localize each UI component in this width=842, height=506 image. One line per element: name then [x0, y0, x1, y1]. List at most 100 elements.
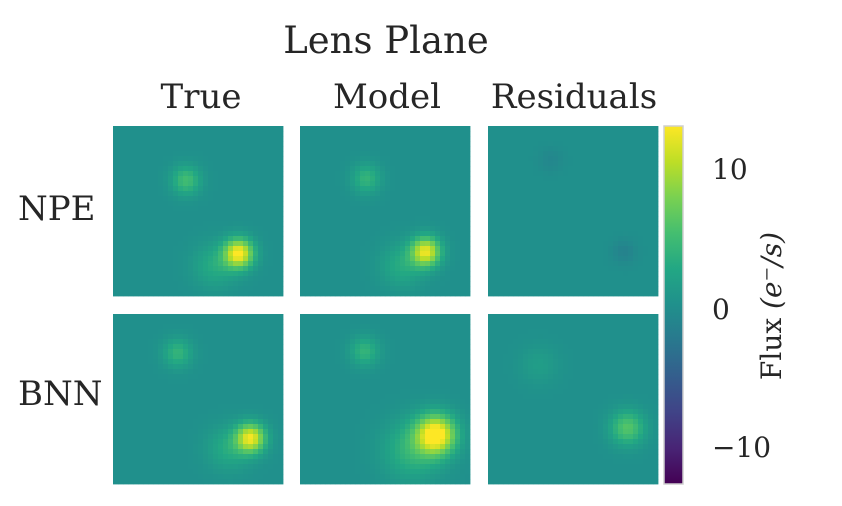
heatmap-cell — [435, 176, 441, 182]
heatmap-cell — [173, 409, 179, 415]
heatmap-cell — [278, 136, 284, 142]
heatmap-cell — [583, 161, 589, 167]
heatmap-cell — [123, 384, 129, 390]
heatmap-cell — [178, 226, 184, 232]
heatmap-cell — [425, 324, 431, 330]
heatmap-cell — [278, 241, 284, 247]
heatmap-cell — [203, 369, 209, 375]
heatmap-cell — [278, 186, 284, 192]
heatmap-cell — [238, 261, 244, 267]
heatmap-cell — [263, 286, 269, 292]
heatmap-cell — [528, 131, 534, 137]
heatmap-cell — [248, 201, 254, 207]
heatmap-cell — [173, 171, 179, 177]
heatmap-cell — [305, 251, 311, 257]
heatmap-cell — [198, 364, 204, 370]
heatmap-cell — [263, 261, 269, 267]
heatmap-cell — [310, 166, 316, 172]
heatmap-cell — [133, 339, 139, 345]
heatmap-cell — [183, 181, 189, 187]
heatmap-cell — [113, 424, 119, 430]
heatmap-cell — [168, 469, 174, 475]
heatmap-cell — [583, 226, 589, 232]
heatmap-cell — [243, 161, 249, 167]
heatmap-cell — [208, 261, 214, 267]
heatmap-cell — [385, 359, 391, 365]
heatmap-cell — [128, 339, 134, 345]
heatmap-cell — [118, 409, 124, 415]
heatmap-cell — [608, 136, 614, 142]
heatmap-cell — [340, 241, 346, 247]
heatmap-cell — [460, 286, 466, 292]
heatmap-cell — [223, 236, 229, 242]
heatmap-cell — [623, 171, 629, 177]
heatmap-cell — [273, 469, 279, 475]
heatmap-cell — [168, 236, 174, 242]
heatmap-cell — [573, 196, 579, 202]
heatmap-cell — [153, 404, 159, 410]
heatmap-cell — [350, 256, 356, 262]
heatmap-cell — [263, 459, 269, 465]
heatmap-cell — [243, 176, 249, 182]
panel-bnn-true — [113, 314, 284, 485]
heatmap-cell — [263, 211, 269, 217]
heatmap-cell — [420, 241, 426, 247]
heatmap-cell — [148, 291, 154, 297]
heatmap-cell — [173, 449, 179, 455]
heatmap-cell — [498, 226, 504, 232]
heatmap-cell — [305, 171, 311, 177]
heatmap-cell — [623, 201, 629, 207]
heatmap-cell — [268, 181, 274, 187]
heatmap-cell — [325, 176, 331, 182]
heatmap-cell — [653, 146, 659, 152]
heatmap-cell — [173, 146, 179, 152]
heatmap-cell — [183, 126, 189, 132]
heatmap-cell — [623, 226, 629, 232]
heatmap-cell — [253, 399, 259, 405]
heatmap-cell — [263, 236, 269, 242]
heatmap-cell — [203, 141, 209, 147]
heatmap-cell — [248, 276, 254, 282]
heatmap-cell — [248, 444, 254, 450]
heatmap-cell — [340, 231, 346, 237]
heatmap-cell — [350, 141, 356, 147]
heatmap-cell — [138, 131, 144, 137]
heatmap-cell — [365, 276, 371, 282]
heatmap-cell — [163, 479, 169, 485]
heatmap-cell — [380, 276, 386, 282]
heatmap-cell — [153, 374, 159, 380]
heatmap-cell — [538, 271, 544, 277]
heatmap-cell — [643, 261, 649, 267]
heatmap-cell — [305, 191, 311, 197]
heatmap-cell — [440, 354, 446, 360]
heatmap-cell — [320, 131, 326, 137]
heatmap-cell — [248, 359, 254, 365]
heatmap-cell — [450, 131, 456, 137]
heatmap-cell — [603, 171, 609, 177]
heatmap-cell — [345, 344, 351, 350]
heatmap-cell — [518, 221, 524, 227]
heatmap-cell — [248, 221, 254, 227]
heatmap-cell — [218, 191, 224, 197]
heatmap-cell — [193, 161, 199, 167]
heatmap-cell — [300, 344, 306, 350]
heatmap-cell — [365, 191, 371, 197]
heatmap-cell — [238, 141, 244, 147]
heatmap-cell — [168, 161, 174, 167]
heatmap-cell — [568, 281, 574, 287]
heatmap-cell — [213, 424, 219, 430]
heatmap-cell — [208, 191, 214, 197]
heatmap-cell — [168, 464, 174, 470]
heatmap-cell — [278, 176, 284, 182]
heatmap-cell — [558, 261, 564, 267]
heatmap-cell — [345, 349, 351, 355]
heatmap-cell — [248, 334, 254, 340]
heatmap-cell — [273, 424, 279, 430]
heatmap-cell — [268, 394, 274, 400]
heatmap-cell — [380, 271, 386, 277]
heatmap-cell — [243, 334, 249, 340]
heatmap-cell — [345, 261, 351, 267]
heatmap-cell — [533, 266, 539, 272]
heatmap-cell — [148, 136, 154, 142]
heatmap-cell — [143, 434, 149, 440]
